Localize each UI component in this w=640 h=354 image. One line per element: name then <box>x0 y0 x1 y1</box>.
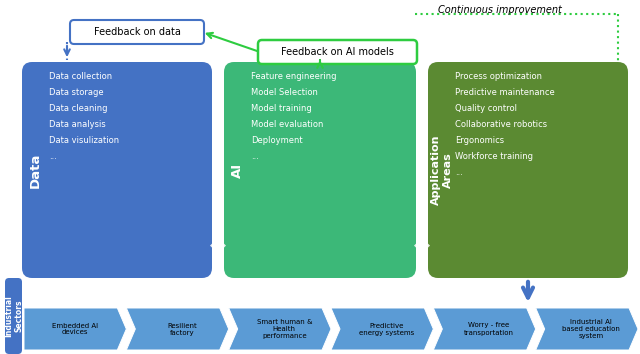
Text: ...: ... <box>455 168 463 177</box>
Text: Model Selection: Model Selection <box>251 88 318 97</box>
Text: Resilient
factory: Resilient factory <box>167 322 197 336</box>
Text: ...: ... <box>251 152 259 161</box>
Text: Data: Data <box>29 152 42 188</box>
Text: Embedded AI
devices: Embedded AI devices <box>52 322 98 336</box>
FancyBboxPatch shape <box>224 62 416 278</box>
Text: Continuous improvement: Continuous improvement <box>438 5 562 15</box>
Text: Worry - free
transportation: Worry - free transportation <box>464 322 514 336</box>
Text: Feedback on AI models: Feedback on AI models <box>281 47 394 57</box>
Text: Application
Areas: Application Areas <box>431 135 453 205</box>
Text: Model evaluation: Model evaluation <box>251 120 323 129</box>
Text: Data storage: Data storage <box>49 88 104 97</box>
Text: Industrial
Sectors: Industrial Sectors <box>4 295 23 337</box>
Text: ...: ... <box>49 152 57 161</box>
Text: Process optimization: Process optimization <box>455 72 542 81</box>
Polygon shape <box>126 308 228 350</box>
FancyBboxPatch shape <box>428 62 628 278</box>
Text: Collaborative robotics: Collaborative robotics <box>455 120 547 129</box>
Text: Quality control: Quality control <box>455 104 517 113</box>
Polygon shape <box>433 308 536 350</box>
Polygon shape <box>210 235 226 257</box>
Text: Data collection: Data collection <box>49 72 112 81</box>
FancyBboxPatch shape <box>70 20 204 44</box>
Text: Workforce training: Workforce training <box>455 152 533 161</box>
Text: Industrial AI
based education
system: Industrial AI based education system <box>563 319 620 339</box>
Polygon shape <box>536 308 638 350</box>
Text: Smart human &
Health
performance: Smart human & Health performance <box>257 319 312 339</box>
Polygon shape <box>331 308 433 350</box>
Text: Feature engineering: Feature engineering <box>251 72 337 81</box>
FancyBboxPatch shape <box>5 278 22 354</box>
Text: Ergonomics: Ergonomics <box>455 136 504 145</box>
Text: Data cleaning: Data cleaning <box>49 104 108 113</box>
Text: Predictive
energy systems: Predictive energy systems <box>359 322 414 336</box>
FancyBboxPatch shape <box>258 40 417 64</box>
Polygon shape <box>228 308 331 350</box>
Text: Data analysis: Data analysis <box>49 120 106 129</box>
Text: Data visulization: Data visulization <box>49 136 119 145</box>
Polygon shape <box>24 308 126 350</box>
Text: AI: AI <box>230 162 243 178</box>
Text: Predictive maintenance: Predictive maintenance <box>455 88 555 97</box>
Text: Deployment: Deployment <box>251 136 303 145</box>
Text: Feedback on data: Feedback on data <box>93 27 180 37</box>
Text: Model training: Model training <box>251 104 312 113</box>
Polygon shape <box>414 235 430 257</box>
FancyBboxPatch shape <box>22 62 212 278</box>
